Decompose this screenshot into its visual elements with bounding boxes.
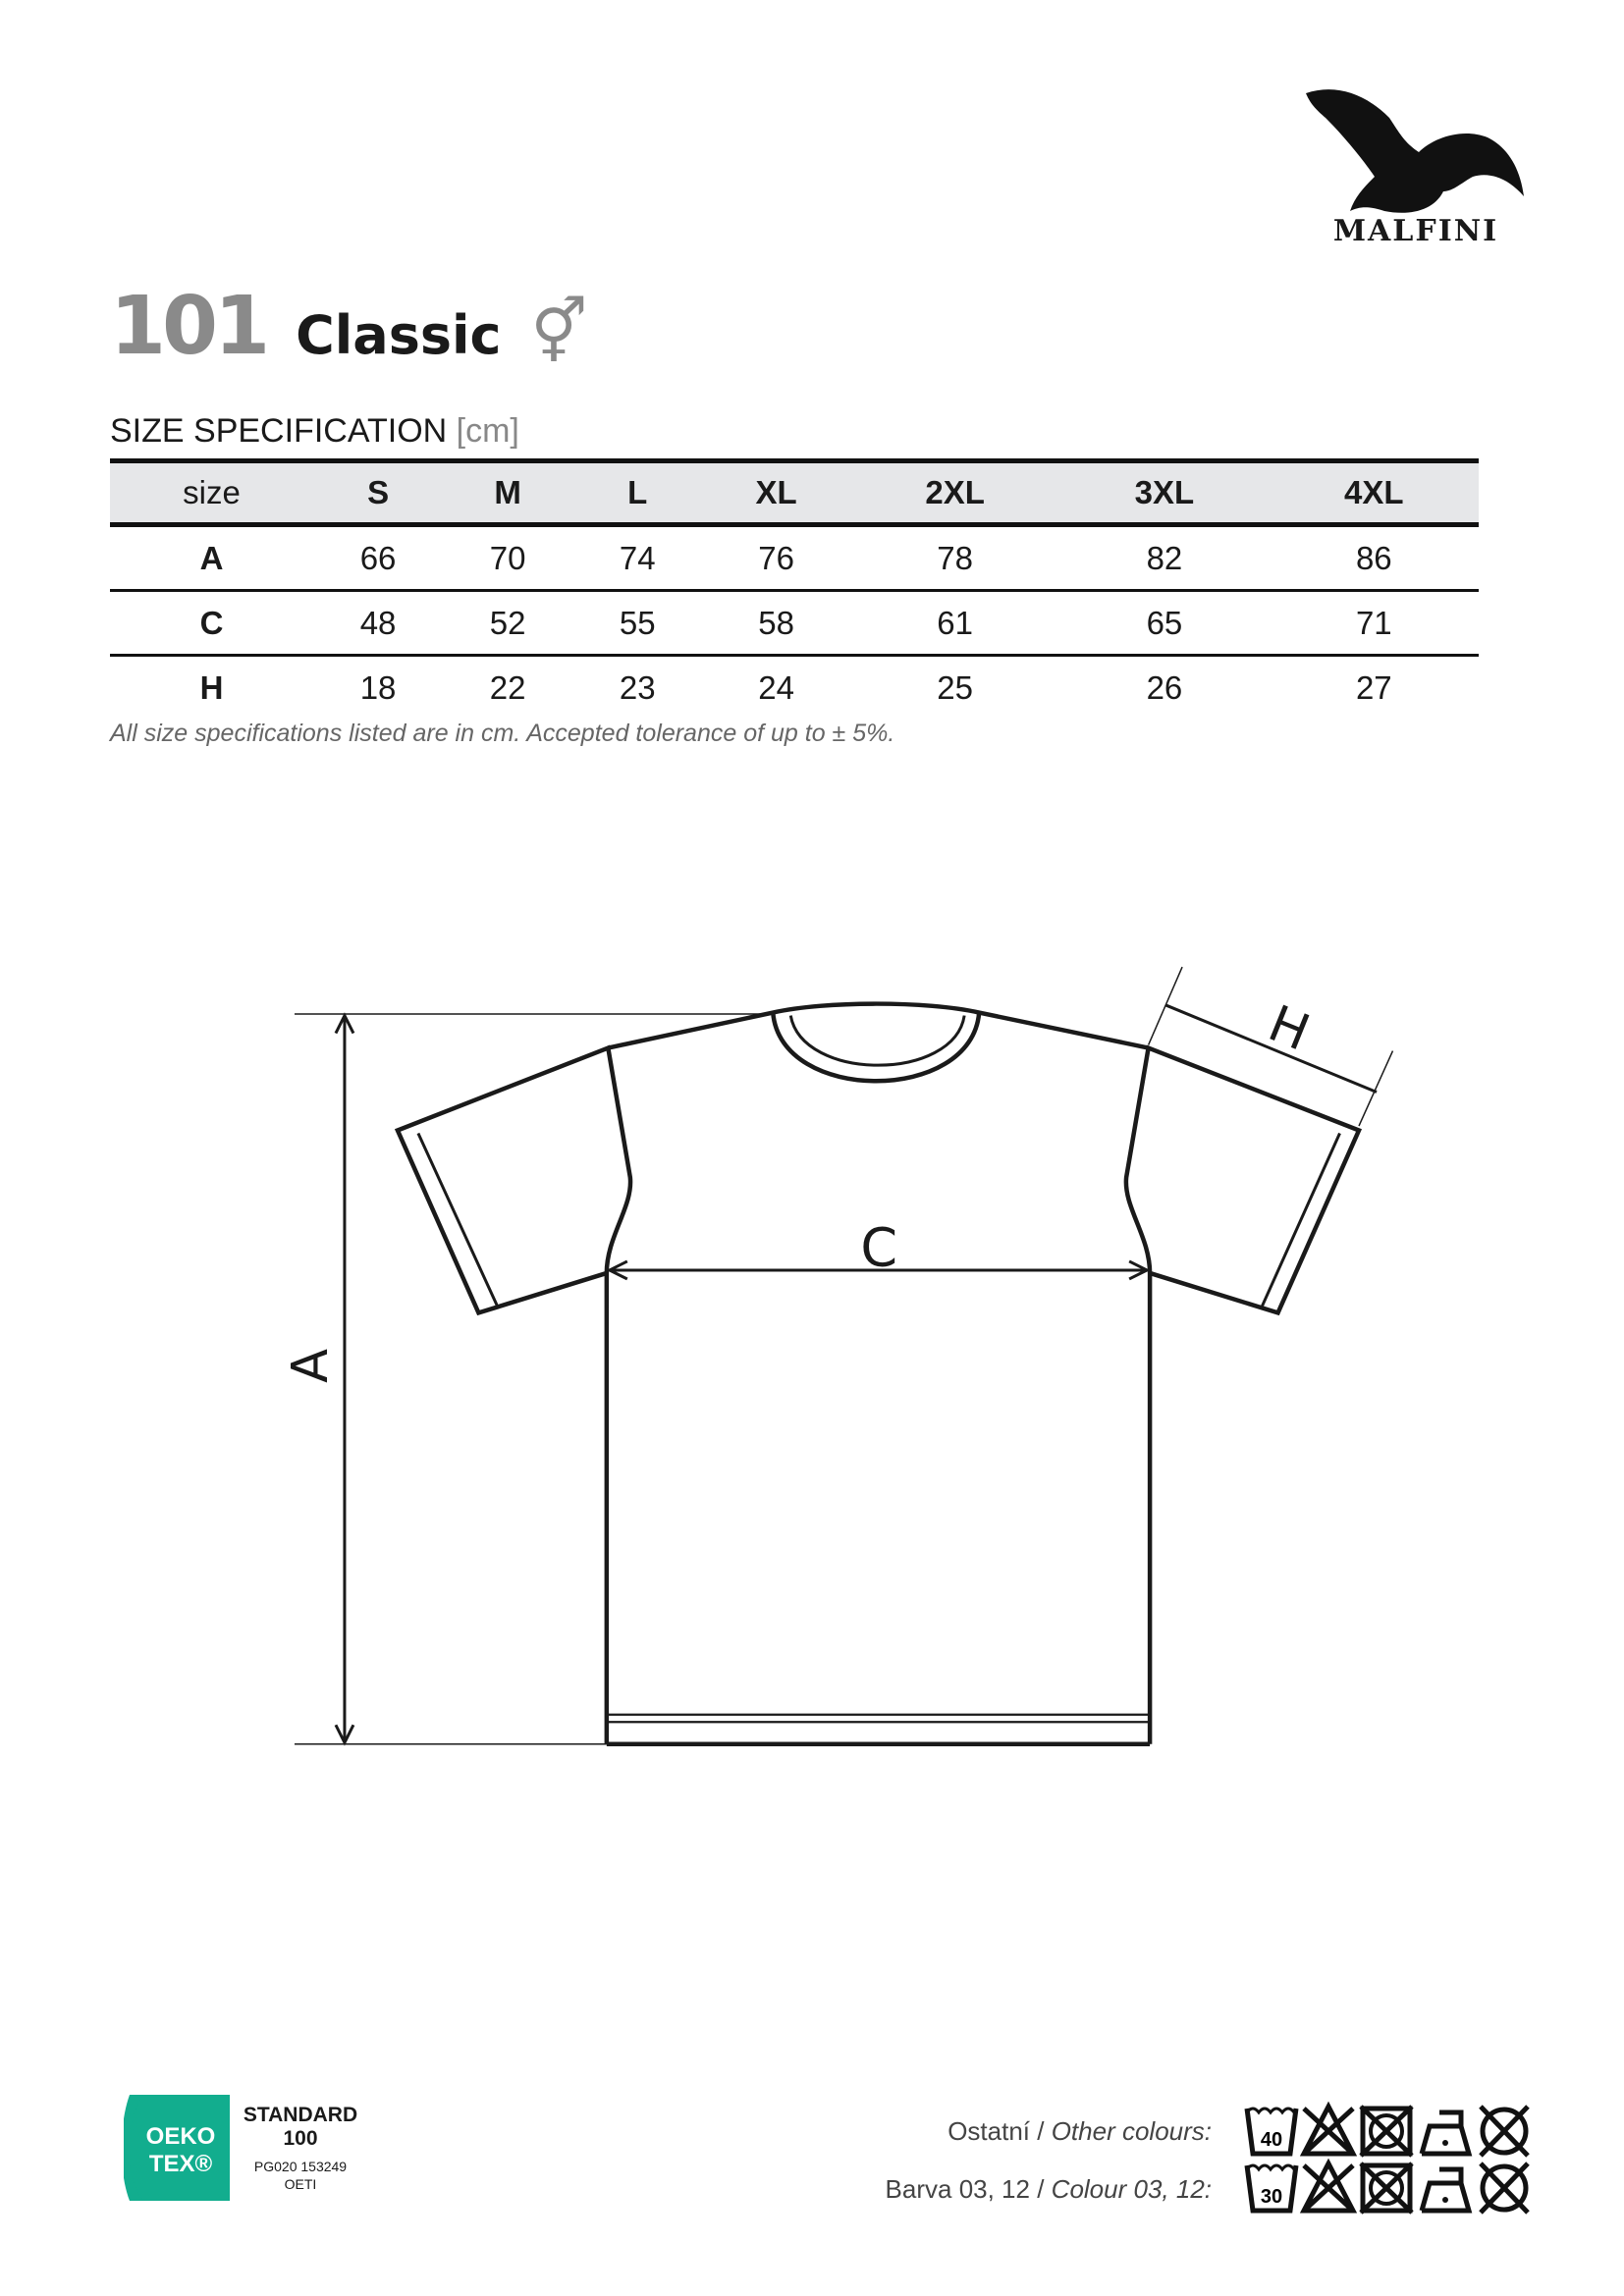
table-cell: 61: [849, 590, 1060, 657]
table-cell: 18: [359, 668, 397, 706]
label-c: C: [860, 1216, 897, 1278]
table-cell: 65: [1059, 590, 1270, 657]
column-header: S: [367, 474, 390, 510]
oeko-standard: STANDARD 100 PG020 153249 OETI: [242, 2104, 359, 2192]
iron-low-icon: [1419, 2166, 1473, 2214]
row-label: H: [199, 668, 224, 706]
table-cell: 76: [702, 524, 850, 592]
table-cell: 23: [619, 668, 656, 706]
table-cell: 24: [758, 668, 794, 706]
oeko-line1: OEKO: [146, 2123, 216, 2150]
table-cell: 86: [1269, 524, 1479, 592]
wash-icon: 30: [1244, 2163, 1299, 2214]
care-label-cz: Ostatní /: [947, 2116, 1045, 2146]
care-label-en: Colour 03, 12:: [1051, 2174, 1212, 2204]
product-code: 101: [110, 280, 270, 373]
care-label-en: Other colours:: [1051, 2116, 1212, 2146]
table-cell: 78: [849, 524, 1060, 592]
column-header: 3XL: [1134, 474, 1195, 510]
table-cell: 71: [1269, 590, 1479, 657]
table-cell: 48: [313, 590, 444, 657]
table-cell: 74: [572, 524, 703, 592]
care-label-colour: Barva 03, 12 / Colour 03, 12:: [886, 2174, 1212, 2205]
table-row: A 66 70 74 76 78 82 86: [110, 524, 1479, 592]
tshirt-outline: [394, 1001, 1363, 1746]
institute: OETI: [284, 2176, 317, 2192]
table-cell: 66: [313, 524, 444, 592]
table-cell: 70: [443, 524, 573, 592]
column-header: M: [494, 474, 521, 510]
page-title: 101 Classic ⚥: [110, 280, 587, 373]
table-cell: 27: [1355, 668, 1392, 706]
table-cell: 25: [937, 668, 973, 706]
wash-temperature: 30: [1261, 2186, 1282, 2208]
column-header: L: [627, 474, 648, 510]
standard-number: 100: [283, 2127, 318, 2150]
table-cell: 52: [443, 590, 573, 657]
no-dry-clean-icon: [1479, 2105, 1530, 2158]
label-h: H: [1261, 995, 1318, 1063]
table-header: size S M L XL 2XL 3XL 4XL: [110, 460, 1479, 525]
care-symbols-other: 40: [1244, 2101, 1530, 2158]
spec-title: SIZE SPECIFICATION [cm]: [110, 412, 519, 451]
care-symbols-colour: 30: [1244, 2158, 1530, 2215]
row-label: A: [110, 524, 314, 592]
standard-label: STANDARD: [243, 2104, 358, 2126]
table-cell: 22: [489, 668, 526, 706]
table-cell: 26: [1146, 668, 1183, 706]
table-row: C 48 52 55 58 61 65 71: [110, 590, 1479, 657]
certificate-code: PG020 153249: [253, 2159, 348, 2174]
table-cell: 82: [1059, 524, 1270, 592]
row-label: C: [110, 590, 314, 657]
size-table: size S M L XL 2XL 3XL 4XL A 66 70 74 76 78 82 86 C 48 52 5…: [110, 458, 1479, 719]
column-header: XL: [755, 474, 797, 510]
oeko-line2: TEX®: [149, 2151, 213, 2177]
eagle-icon: [1306, 89, 1524, 213]
spec-title-text: SIZE SPECIFICATION: [110, 412, 448, 450]
wash-icon: 40: [1244, 2107, 1299, 2157]
column-header: size: [183, 474, 241, 510]
no-tumble-dry-icon: [1359, 2162, 1414, 2215]
table-cell: 55: [572, 590, 703, 657]
table-row: H 18 22 23 24 25 26 27: [110, 656, 1479, 720]
tolerance-note: All size specifications listed are in cm…: [110, 720, 895, 747]
no-tumble-dry-icon: [1359, 2105, 1414, 2158]
unisex-icon: ⚥: [530, 296, 588, 369]
no-dry-clean-icon: [1479, 2162, 1530, 2215]
no-bleach-icon: [1299, 2101, 1358, 2157]
wash-temperature: 40: [1261, 2129, 1282, 2151]
care-label-other: Ostatní / Other colours:: [947, 2116, 1212, 2147]
iron-low-icon: [1419, 2109, 1473, 2157]
dimension-lines: [294, 966, 1394, 1746]
brand-name: MALFINI: [1332, 214, 1499, 248]
product-name: Classic: [296, 304, 502, 366]
column-header: 2XL: [925, 474, 985, 510]
column-header: 4XL: [1344, 474, 1404, 510]
table-cell: 58: [702, 590, 850, 657]
oeko-tex-logo: OEKO TEX®: [124, 2095, 230, 2201]
label-a: A: [282, 1349, 340, 1383]
care-label-cz: Barva 03, 12 /: [885, 2174, 1045, 2204]
spec-unit: [cm]: [456, 412, 519, 450]
no-bleach-icon: [1299, 2158, 1358, 2214]
